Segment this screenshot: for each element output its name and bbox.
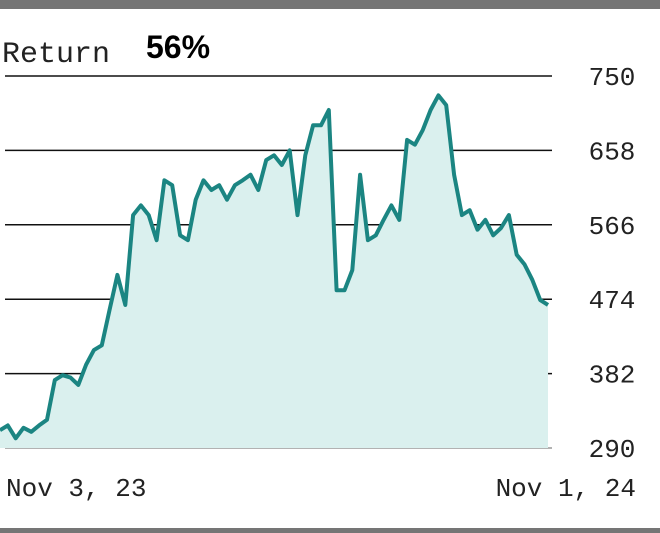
y-tick-label: 290 [589,435,636,465]
y-tick-label: 658 [589,137,636,167]
y-tick-label: 474 [589,286,636,316]
x-tick-label: Nov 3, 23 [6,474,146,504]
y-tick-label: 750 [589,63,636,93]
chart-title: Return [2,38,110,72]
y-tick-label: 566 [589,212,636,242]
bottom-bar [0,528,660,533]
line [0,93,550,441]
return-value: 56% [146,29,210,65]
area [0,95,548,449]
y-tick-label: 382 [589,361,636,391]
top-bar [0,0,660,9]
x-tick-label: Nov 1, 24 [496,474,636,504]
